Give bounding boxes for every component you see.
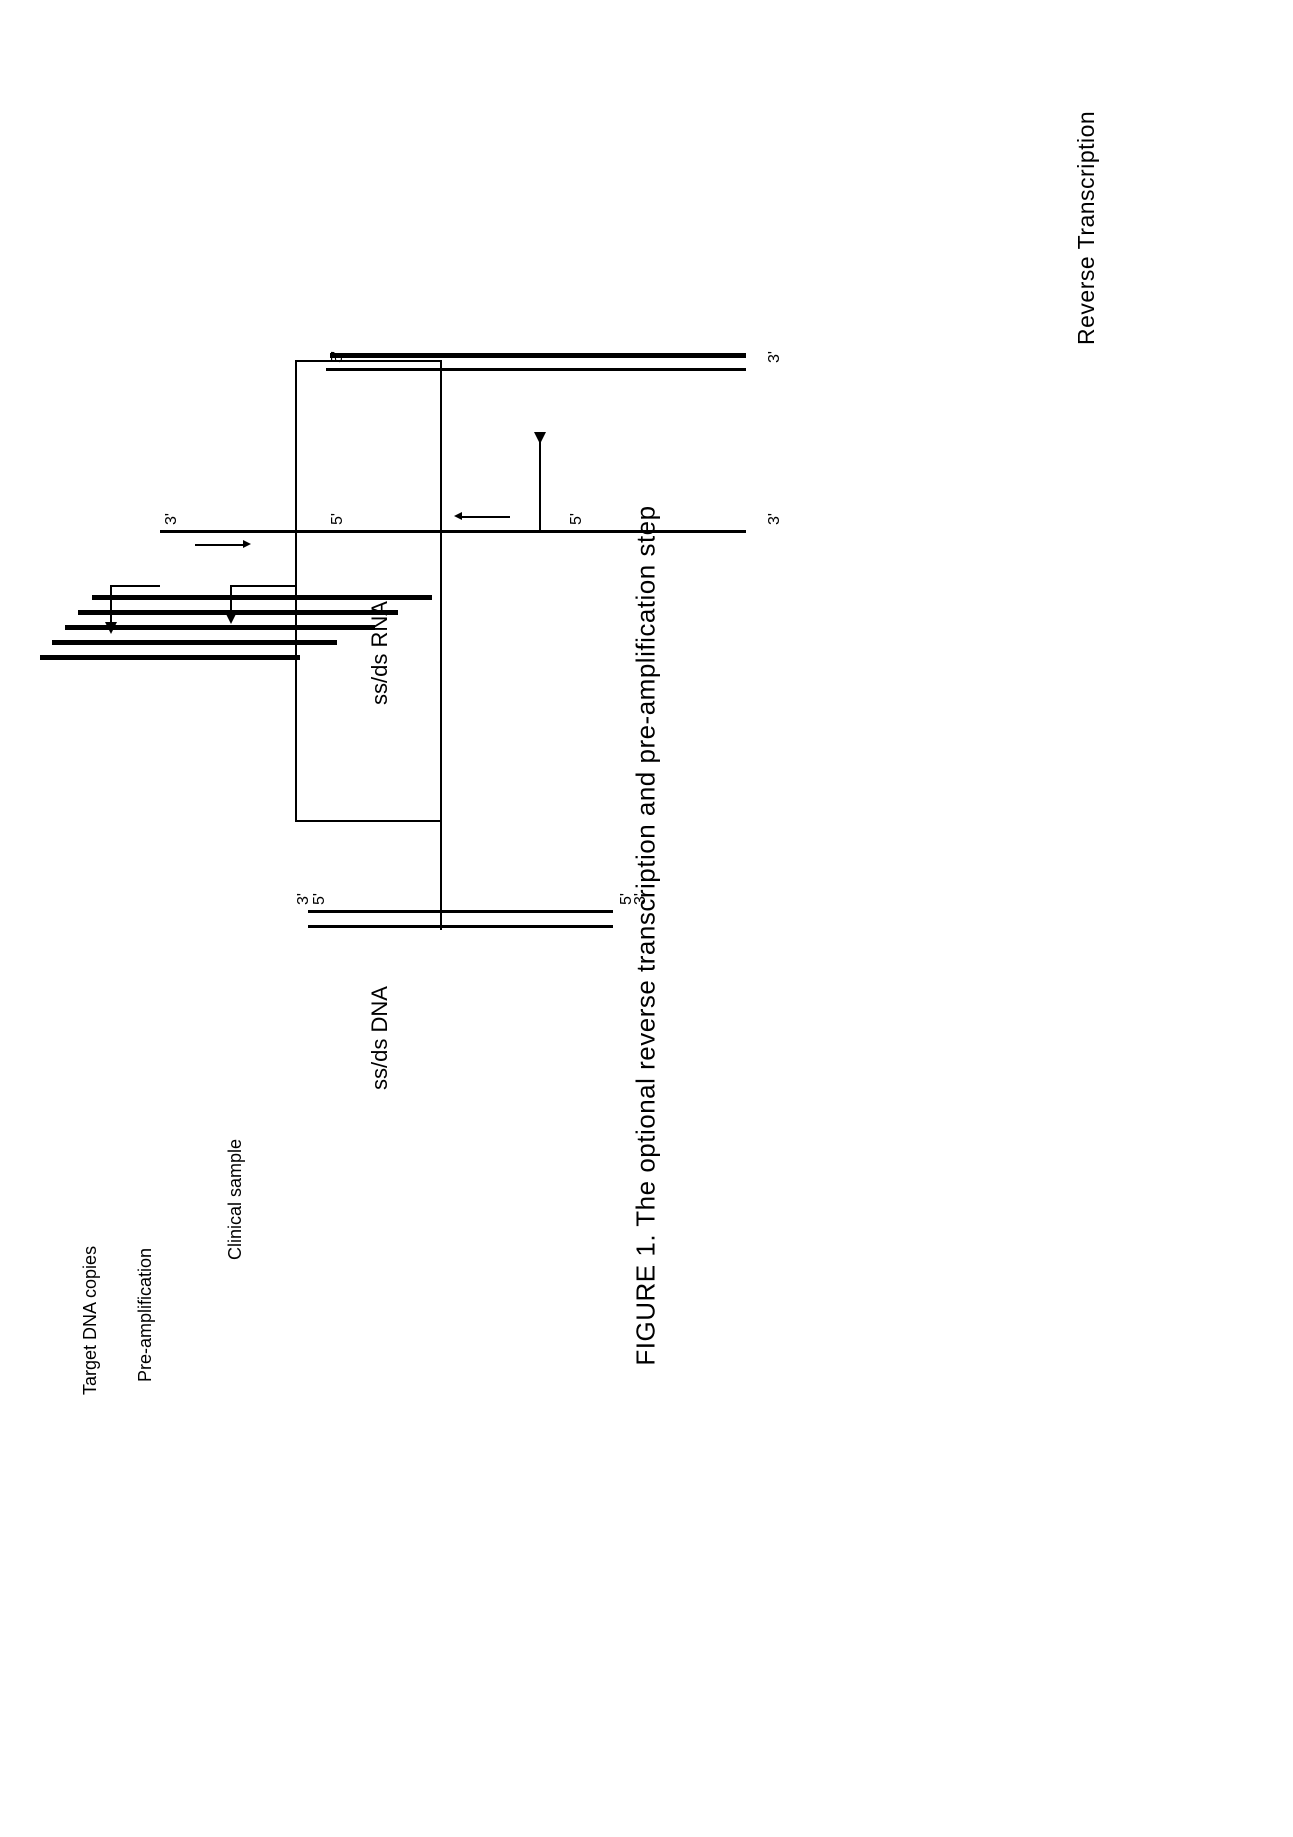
rna-3p: 3' bbox=[766, 513, 784, 525]
preamp-primer-right bbox=[460, 516, 510, 518]
dna-3p-bl: 3' bbox=[295, 893, 313, 905]
preamp-5p-r: 5' bbox=[568, 513, 586, 525]
clinical-sample-label: Clinical sample bbox=[225, 1139, 246, 1260]
merge-hline-top bbox=[295, 820, 442, 822]
rna-to-cdna-arrow-shaft bbox=[539, 440, 541, 530]
dna-5p-tl: 5' bbox=[311, 893, 329, 905]
dna-5p-br: 5' bbox=[618, 893, 636, 905]
preamplification-label: Pre-amplification bbox=[135, 1248, 156, 1382]
merge-to-preamp-h bbox=[230, 585, 295, 587]
dna-strand-top bbox=[308, 910, 613, 913]
preamp-arrow-conn bbox=[110, 585, 160, 587]
merge-vline-dna bbox=[440, 820, 442, 930]
reverse-transcription-label: Reverse Transcription bbox=[1073, 111, 1100, 345]
preamp-primer-left-head bbox=[243, 540, 251, 548]
rna-to-cdna-arrowhead bbox=[534, 432, 546, 444]
cdna-strand bbox=[330, 353, 746, 358]
preamp-arrow-shaft bbox=[110, 585, 112, 625]
preamp-primer-left bbox=[195, 544, 245, 546]
merge-hline-bot bbox=[295, 360, 442, 362]
target-dna-label: Target DNA copies bbox=[80, 1246, 101, 1395]
preamp-template bbox=[160, 530, 550, 533]
target-copy-1 bbox=[40, 655, 300, 660]
target-copy-5 bbox=[92, 595, 432, 600]
dna-strand-bottom bbox=[308, 925, 613, 928]
target-copy-3 bbox=[65, 625, 375, 630]
merge-vline-rna bbox=[440, 360, 442, 820]
preamp-primer-right-head bbox=[454, 512, 462, 520]
target-copy-2 bbox=[52, 640, 337, 645]
target-copy-4 bbox=[78, 610, 398, 615]
rna-5p: 5' bbox=[329, 513, 347, 525]
cdna-3p: 3' bbox=[766, 351, 784, 363]
merge-spine bbox=[295, 360, 297, 822]
preamp-3p-l: 3' bbox=[163, 513, 181, 525]
rna-template-strand bbox=[326, 368, 746, 371]
figure-title: FIGURE 1. The optional reverse transcrip… bbox=[631, 505, 662, 1365]
dna-header: ss/ds DNA bbox=[367, 986, 393, 1090]
rna-header: ss/ds RNA bbox=[367, 601, 393, 705]
